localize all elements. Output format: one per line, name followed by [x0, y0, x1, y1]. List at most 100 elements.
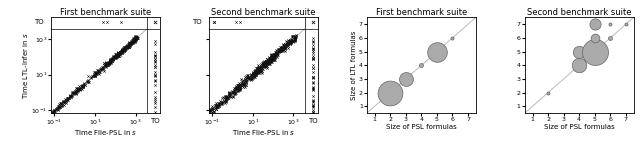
Point [111, 54, 122, 56]
Point [95, 69, 106, 71]
Point [128, 41, 138, 44]
Point [246, 73, 256, 75]
Point [276, 47, 287, 49]
Point [56, 102, 66, 105]
Point [251, 70, 261, 73]
Point [252, 69, 262, 71]
Point [89, 74, 99, 77]
Point [214, 104, 224, 107]
Point [284, 40, 294, 43]
Point [276, 48, 286, 50]
Point [102, 63, 112, 66]
Point [274, 48, 284, 50]
Point [250, 76, 260, 78]
Point [101, 61, 111, 63]
Point [122, 45, 132, 47]
Point [73, 88, 83, 91]
Point [150, 64, 160, 66]
Point [220, 96, 230, 98]
Point [99, 70, 109, 72]
Point [234, 82, 244, 85]
Point [254, 66, 264, 68]
Point [126, 42, 136, 44]
Point [61, 97, 72, 100]
Point [115, 52, 125, 54]
Point [233, 84, 243, 86]
Point [108, 54, 118, 57]
Point [108, 59, 118, 62]
Point [278, 45, 289, 47]
Point [81, 80, 92, 83]
Point [101, 63, 111, 66]
Point [104, 59, 115, 61]
Point [89, 75, 99, 77]
Point [262, 58, 273, 61]
Point [124, 41, 134, 43]
Point [49, 111, 59, 114]
Point [253, 66, 264, 68]
Point [210, 104, 220, 106]
Point [51, 108, 61, 110]
Point [262, 65, 272, 67]
Point [308, 67, 318, 69]
Point [150, 71, 160, 74]
Point [65, 94, 76, 97]
Point [247, 78, 257, 80]
Point [117, 49, 127, 51]
Point [49, 109, 60, 112]
Point [223, 97, 234, 99]
Point [308, 44, 318, 47]
Point [61, 99, 71, 102]
Point [122, 45, 132, 47]
Point [113, 55, 123, 57]
Point [254, 69, 264, 72]
Point [113, 52, 124, 54]
Point [264, 57, 275, 60]
Point [115, 54, 125, 56]
Text: TO: TO [193, 19, 202, 25]
Point [49, 112, 59, 114]
Point [213, 105, 223, 107]
Point [126, 43, 136, 45]
Point [218, 101, 228, 104]
Point [258, 68, 268, 70]
Point [264, 59, 275, 61]
Point [230, 92, 240, 94]
Point [234, 86, 244, 88]
Point [61, 99, 72, 101]
Point [96, 67, 106, 69]
Point [605, 37, 616, 39]
Point [113, 52, 124, 55]
Point [126, 42, 136, 44]
Point [220, 100, 230, 102]
Point [308, 48, 318, 50]
Point [246, 77, 257, 79]
Point [150, 57, 160, 60]
Point [82, 80, 92, 83]
Point [308, 70, 318, 73]
Point [284, 42, 294, 44]
Point [230, 93, 240, 95]
Point [262, 67, 272, 69]
Point [269, 54, 280, 56]
Point [205, 113, 216, 115]
Point [238, 86, 248, 88]
Point [280, 48, 290, 50]
Point [67, 91, 77, 94]
Point [233, 84, 243, 87]
Point [241, 77, 251, 79]
Point [83, 80, 93, 82]
Point [262, 62, 273, 64]
Point [103, 62, 113, 64]
Point [83, 81, 93, 83]
Point [130, 39, 140, 41]
Point [238, 83, 248, 85]
Point [104, 61, 115, 63]
Point [48, 111, 58, 114]
Point [232, 89, 243, 92]
Point [93, 70, 104, 72]
Point [94, 71, 104, 73]
Point [119, 47, 129, 49]
Point [221, 95, 232, 97]
Point [107, 58, 117, 60]
